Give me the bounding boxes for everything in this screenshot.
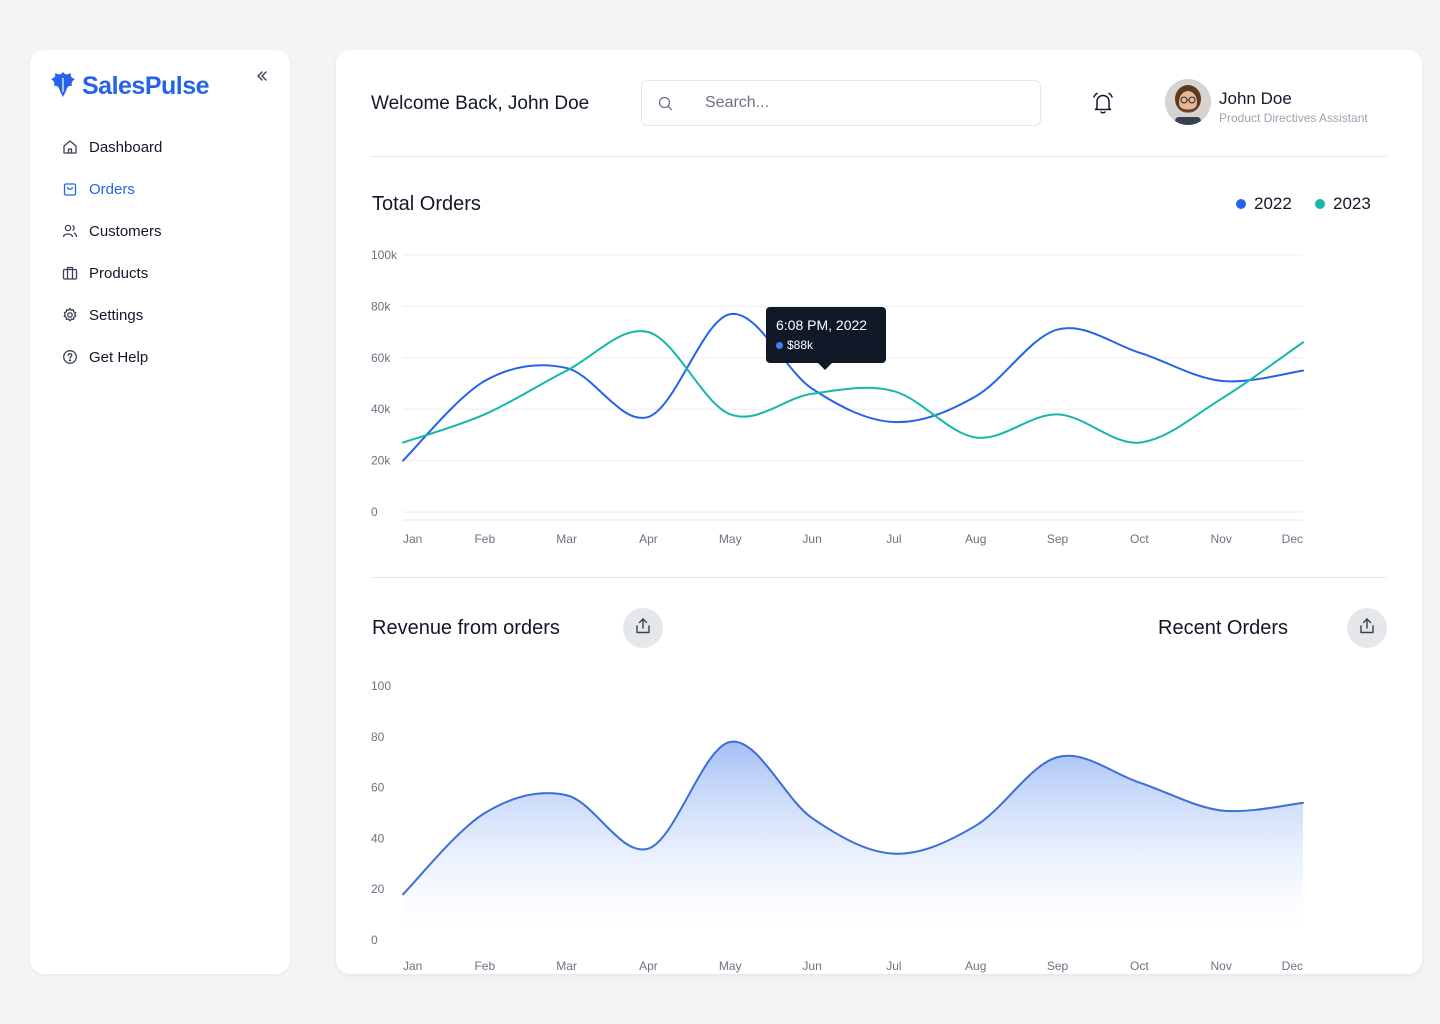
x-tick-label: Aug: [965, 532, 986, 546]
x-tick-label: Jun: [802, 532, 821, 546]
y-tick-label: 0: [371, 933, 378, 947]
x-tick-label: Oct: [1130, 532, 1149, 546]
x-tick-label: Jan: [403, 959, 422, 973]
sidebar-item-label: Settings: [89, 306, 144, 324]
briefcase-icon: [62, 265, 78, 281]
x-tick-label: Feb: [474, 959, 495, 973]
x-tick-label: Nov: [1211, 959, 1232, 973]
sidebar-item-label: Customers: [89, 222, 162, 240]
total-orders-title: Total Orders: [372, 193, 481, 215]
legend-2023: 2023: [1315, 194, 1371, 214]
home-icon: [62, 139, 78, 155]
search-icon: [658, 96, 673, 116]
sidebar: SalesPulse Dashboard Orders Customers: [30, 50, 290, 974]
total-orders-chart[interactable]: 0 20k 40k 60k 80k 100k Jan Feb Mar Apr May Jun Jul Au…: [336, 50, 1422, 570]
x-tick-label: Apr: [639, 959, 658, 973]
x-tick-label: Jul: [886, 532, 901, 546]
collapse-sidebar-button[interactable]: [252, 68, 272, 88]
legend-label: 2022: [1254, 194, 1292, 213]
y-tick-label: 40: [371, 831, 385, 845]
sidebar-item-label: Orders: [89, 180, 135, 198]
x-tick-label: Nov: [1211, 532, 1232, 546]
legend-label: 2023: [1333, 194, 1371, 213]
share-icon: [634, 617, 652, 640]
x-tick-label: Jan: [403, 532, 422, 546]
chart-tooltip: 6:08 PM, 2022 $88k: [766, 307, 886, 370]
bell-icon: [1090, 92, 1116, 120]
x-tick-label: Dec: [1282, 532, 1303, 546]
y-tick-label: 40k: [371, 402, 391, 416]
sidebar-item-dashboard[interactable]: Dashboard: [62, 126, 162, 168]
sidebar-item-label: Get Help: [89, 348, 149, 366]
x-tick-label: Sep: [1047, 959, 1069, 973]
tooltip-swatch: [776, 341, 783, 349]
shopping-bag-icon: [62, 181, 78, 197]
revenue-title: Revenue from orders: [372, 617, 560, 639]
section-divider: [371, 577, 1387, 578]
main-panel: Welcome Back, John Doe John Doe Prod: [336, 50, 1422, 974]
x-tick-label: Mar: [556, 532, 577, 546]
x-tick-label: Oct: [1130, 959, 1149, 973]
tooltip-time: 6:08 PM, 2022: [776, 317, 868, 333]
tooltip-value-row: $88k: [776, 338, 876, 352]
area-fill: [403, 741, 1303, 940]
y-tick-label: 60: [371, 781, 385, 795]
recent-orders-share-button[interactable]: [1347, 608, 1387, 648]
header-divider: [371, 156, 1387, 157]
legend-2022: 2022: [1236, 194, 1292, 214]
user-name: John Doe: [1219, 89, 1292, 108]
search-input[interactable]: [705, 94, 1025, 112]
sidebar-item-products[interactable]: Products: [62, 252, 162, 294]
y-tick-label: 20k: [371, 454, 391, 468]
x-tick-label: Mar: [556, 959, 577, 973]
sidebar-item-orders[interactable]: Orders: [62, 168, 162, 210]
sidebar-item-label: Dashboard: [89, 138, 163, 156]
brand-name: SalesPulse: [82, 72, 210, 100]
sidebar-item-get-help[interactable]: Get Help: [62, 336, 162, 378]
y-tick-label: 20: [371, 882, 385, 896]
user-role: Product Directives Assistant: [1219, 111, 1368, 125]
x-tick-label: Jul: [886, 959, 901, 973]
legend-swatch: [1236, 199, 1246, 209]
x-tick-label: Dec: [1282, 959, 1303, 973]
revenue-share-button[interactable]: [623, 608, 663, 648]
y-tick-label: 60k: [371, 351, 391, 365]
y-tick-label: 0: [371, 505, 378, 519]
tooltip-value: $88k: [787, 338, 814, 352]
x-tick-label: Sep: [1047, 532, 1069, 546]
users-icon: [62, 223, 78, 239]
notifications-button[interactable]: [1090, 90, 1116, 116]
gear-icon: [62, 307, 78, 323]
welcome-heading: Welcome Back, John Doe: [371, 93, 590, 114]
search-box[interactable]: [641, 80, 1041, 126]
avatar[interactable]: [1165, 79, 1211, 125]
series-line-2023: [402, 330, 1304, 444]
revenue-chart[interactable]: 0 20 40 60 80 100 Jan Feb Mar Apr May Jun Jul Aug Sep O…: [336, 50, 1422, 974]
sidebar-item-label: Products: [89, 264, 149, 282]
y-tick-label: 100: [371, 679, 391, 693]
x-tick-label: May: [719, 959, 742, 973]
help-circle-icon: [62, 349, 78, 365]
sidebar-item-customers[interactable]: Customers: [62, 210, 162, 252]
legend-swatch: [1315, 199, 1325, 209]
x-tick-label: Feb: [474, 532, 495, 546]
y-tick-label: 80k: [371, 299, 391, 313]
brand-logo[interactable]: SalesPulse: [50, 70, 210, 103]
x-tick-label: Aug: [965, 959, 986, 973]
share-icon: [1358, 617, 1376, 640]
x-tick-label: Apr: [639, 532, 658, 546]
y-tick-label: 80: [371, 730, 385, 744]
sidebar-item-settings[interactable]: Settings: [62, 294, 162, 336]
x-tick-label: May: [719, 532, 742, 546]
recent-orders-title: Recent Orders: [1158, 617, 1289, 639]
x-tick-label: Jun: [802, 959, 821, 973]
y-tick-label: 100k: [371, 248, 398, 262]
sidebar-nav: Dashboard Orders Customers Products Sett…: [62, 126, 162, 378]
brand-bird-icon: [50, 70, 76, 103]
double-chevron-left-icon: [255, 69, 269, 88]
